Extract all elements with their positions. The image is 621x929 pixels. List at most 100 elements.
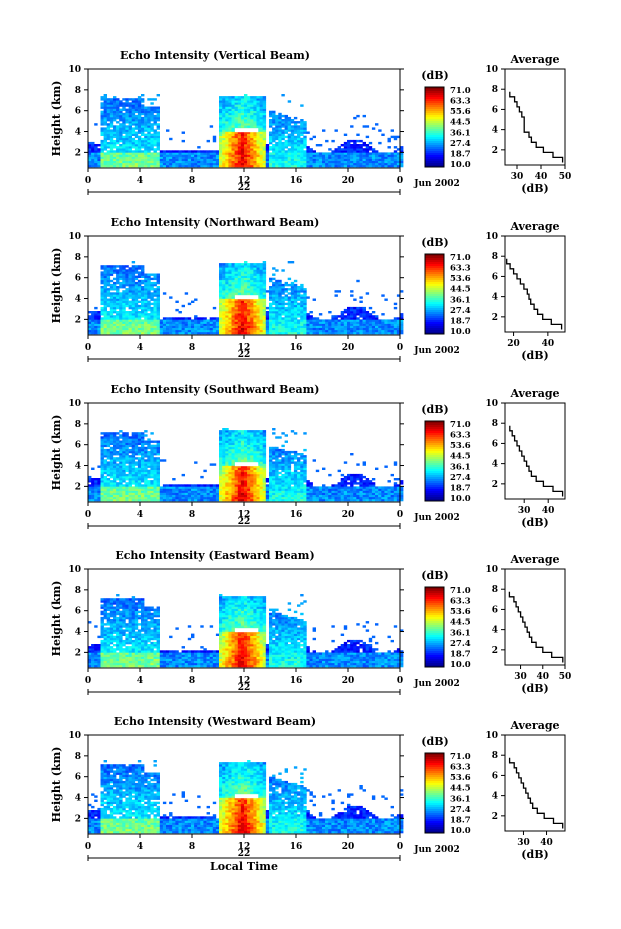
heatmap-cell	[240, 158, 245, 161]
heatmap-cell	[100, 277, 104, 281]
heatmap-cell	[265, 317, 270, 320]
heatmap-cell	[222, 438, 226, 441]
heatmap-cell	[275, 292, 279, 295]
heatmap-cell	[290, 306, 295, 310]
heatmap-cell	[134, 158, 139, 161]
heatmap-cell	[281, 296, 285, 299]
heatmap-cell	[103, 325, 107, 328]
heatmap-cell	[272, 148, 276, 151]
heatmap-cell	[219, 288, 223, 291]
heatmap-cell	[141, 129, 145, 132]
heatmap-cell	[381, 331, 385, 335]
heatmap-cell	[175, 325, 179, 328]
heatmap-cell	[334, 164, 338, 168]
heatmap-cell	[244, 319, 248, 322]
heatmap-cell	[231, 448, 235, 452]
heatmap-cell	[225, 319, 229, 322]
heatmap-cell	[259, 263, 263, 266]
heatmap-cell	[137, 288, 142, 291]
heatmap-cell	[253, 288, 257, 291]
heatmap-cell	[125, 110, 129, 114]
heatmap-cell	[297, 304, 301, 308]
heatmap-cell	[293, 158, 298, 161]
heatmap-cell	[219, 480, 223, 483]
heatmap-cell	[147, 475, 151, 479]
heatmap-cell	[103, 104, 107, 107]
heatmap-cell	[253, 319, 257, 322]
heatmap-cell	[309, 323, 313, 326]
heatmap-cell	[219, 137, 223, 141]
heatmap-cell	[100, 446, 104, 450]
heatmap-cell	[100, 144, 104, 147]
heatmap-cell	[303, 325, 307, 328]
heatmap-cell	[131, 158, 136, 161]
heatmap-cell	[147, 150, 151, 153]
heatmap-cell	[340, 323, 345, 326]
heatmap-cell	[119, 135, 123, 139]
heatmap-cell	[278, 127, 282, 130]
heatmap-cell	[156, 488, 160, 491]
heatmap-cell	[166, 317, 170, 320]
heatmap-cell	[237, 137, 242, 141]
heatmap-cell	[113, 469, 117, 473]
heatmap-cell	[194, 498, 198, 502]
heatmap-cell	[393, 319, 398, 322]
heatmap-cell	[362, 154, 366, 157]
heatmap-cell	[153, 283, 157, 287]
heatmap-cell	[237, 273, 242, 276]
heatmap-cell	[206, 486, 210, 489]
heatmap-cell	[262, 154, 267, 157]
heatmap-cell	[381, 154, 385, 157]
date-label: Jun 2002	[413, 179, 460, 189]
heatmap-cell	[262, 304, 267, 308]
heatmap-cell	[141, 152, 145, 155]
heatmap-cell	[247, 325, 251, 328]
colorbar-tick-label: 44.5	[450, 285, 471, 295]
heatmap-cell	[237, 162, 242, 166]
heatmap-cell	[250, 277, 254, 281]
heatmap-cell	[272, 137, 276, 141]
heatmap-cell	[137, 436, 142, 439]
heatmap-cell	[137, 112, 142, 116]
heatmap-cell	[284, 319, 288, 322]
heatmap-cell	[106, 277, 111, 281]
heatmap-cell	[94, 150, 98, 153]
heatmap-cell	[297, 152, 301, 155]
heatmap-cell	[88, 480, 92, 483]
heatmap-cell	[144, 273, 148, 276]
heatmap-cell	[240, 325, 245, 328]
heatmap-cell	[119, 283, 123, 287]
heatmap-cell	[219, 308, 223, 312]
heatmap-cell	[231, 323, 235, 326]
heatmap-cell	[250, 104, 254, 107]
heatmap-cell	[144, 154, 148, 157]
heatmap-cell	[368, 148, 373, 151]
heatmap-cell	[219, 302, 223, 306]
heatmap-cell	[116, 436, 120, 439]
heatmap-cell	[94, 313, 98, 316]
heatmap-cell	[237, 271, 242, 274]
heatmap-cell	[281, 292, 285, 295]
heatmap-cell	[362, 325, 366, 328]
heatmap-cell	[318, 156, 323, 159]
heatmap-cell	[234, 269, 238, 272]
heatmap-cell	[250, 279, 254, 283]
heatmap-cell	[237, 102, 242, 105]
heatmap-cell	[237, 123, 242, 126]
heatmap-cell	[125, 325, 129, 328]
heatmap-cell	[275, 152, 279, 155]
heatmap-cell	[134, 434, 139, 437]
heatmap-cell	[153, 162, 157, 166]
heatmap-cell	[134, 267, 139, 270]
heatmap-cell	[100, 459, 104, 462]
heatmap-cell	[97, 478, 101, 481]
heatmap-cell	[365, 152, 370, 155]
heatmap-cell	[303, 154, 307, 157]
heatmap-cell	[287, 137, 292, 141]
heatmap-cell	[340, 156, 345, 159]
heatmap-cell	[225, 164, 229, 168]
heatmap-cell	[256, 273, 260, 276]
heatmap-cell	[172, 492, 176, 495]
colorbar-segment	[425, 270, 444, 273]
heatmap-cell	[222, 471, 226, 475]
